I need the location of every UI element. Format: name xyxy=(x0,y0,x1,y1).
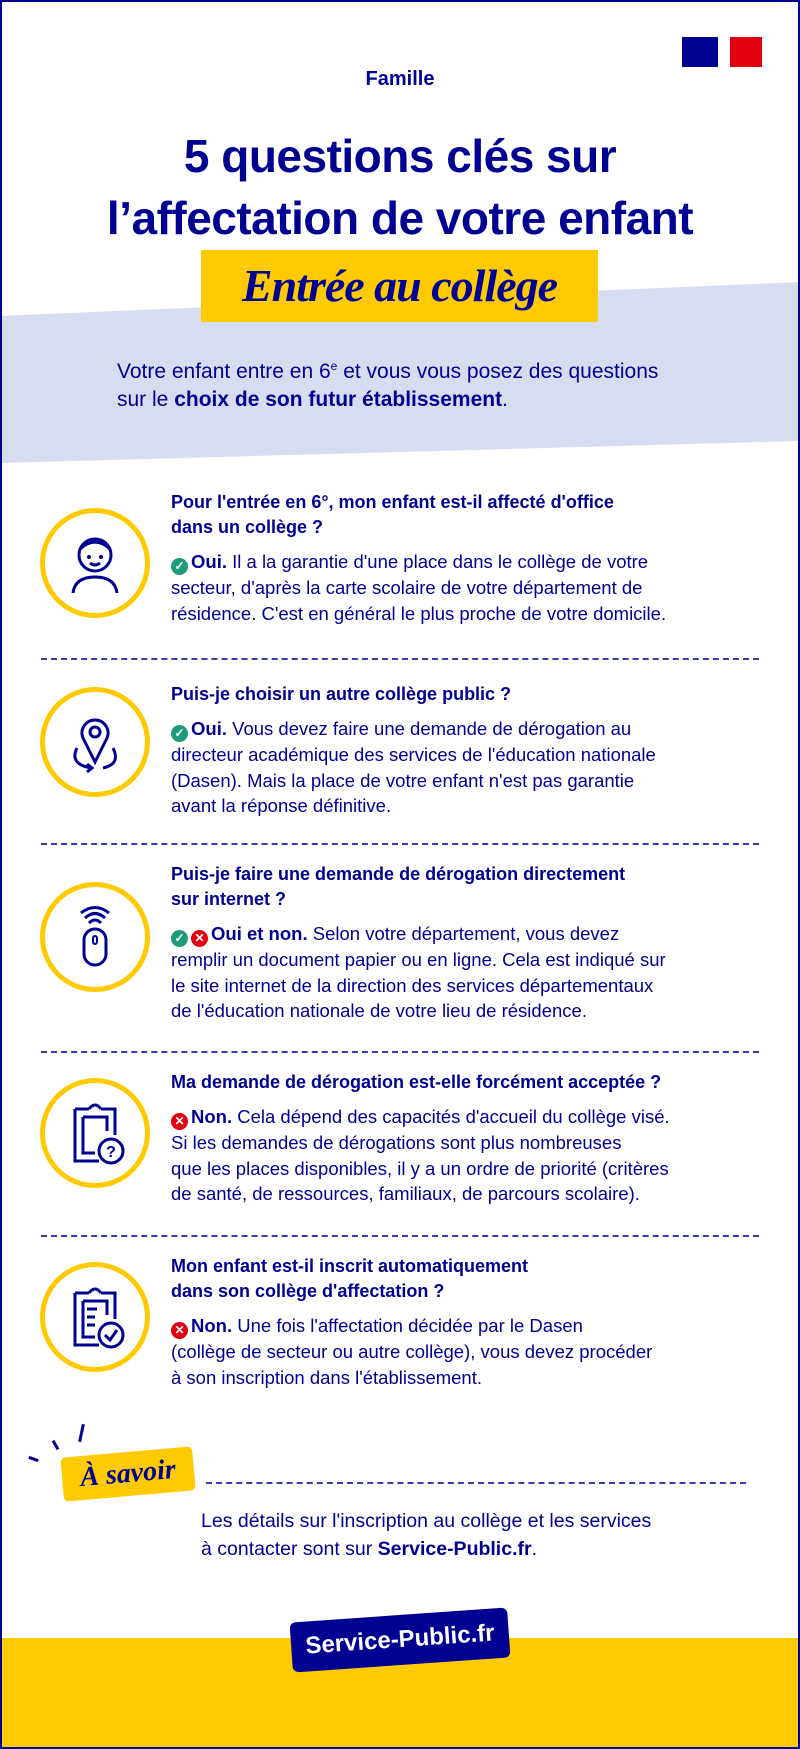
clipboard-question-icon: ? xyxy=(73,1103,125,1165)
check-icon: ✓ xyxy=(171,930,188,947)
icon-circle xyxy=(40,687,150,797)
icon-circle xyxy=(40,508,150,618)
answer-line: le site internet de la direction des ser… xyxy=(171,974,654,996)
question-title: Puis-je faire une demande de dérogation … xyxy=(171,862,625,912)
question-title-line: dans un collège ? xyxy=(171,517,324,537)
icon-circle: ? xyxy=(40,1078,150,1188)
answer-line: de santé, de ressources, familiaux, de p… xyxy=(171,1183,640,1204)
question-title-line: sur internet ? xyxy=(171,889,287,909)
question-title: Puis-je choisir un autre collège public … xyxy=(171,682,511,707)
answer-line: secteur, d'après la carte scolaire de vo… xyxy=(171,577,643,598)
question-title-line: Mon enfant est-il inscrit automatiquemen… xyxy=(171,1256,529,1276)
answer-line: remplir un document papier ou en ligne. … xyxy=(171,949,666,970)
subtitle-banner: Entrée au collège xyxy=(201,250,598,322)
answer-line: de l'éducation nationale de votre lieu d… xyxy=(171,1000,587,1021)
wireless-mouse-icon xyxy=(80,906,110,967)
sparkle-ray xyxy=(51,1439,60,1451)
answer-line: (Dasen). Mais la place de votre enfant n… xyxy=(171,769,635,791)
sparkle-ray xyxy=(28,1455,39,1463)
divider xyxy=(41,658,759,660)
answer-text: ✓ Oui. Il a la garantie d'une place dans … xyxy=(171,549,666,626)
answer-line: directeur académique des services de l'é… xyxy=(171,744,656,765)
republique-francaise-logo xyxy=(682,37,762,67)
answer-text: ✕ Non. Cela dépend des capacités d'accuei… xyxy=(171,1104,670,1207)
sparkle-ray xyxy=(78,1423,85,1443)
question-title-line: Ma demande de dérogation est-elle forcém… xyxy=(171,1072,662,1092)
answer-line: résidence. C'est en général le plus proc… xyxy=(171,602,667,624)
answer-line: à son inscription dans l'établissement. xyxy=(171,1366,483,1388)
question-title: Pour l'entrée en 6°, mon enfant est-il a… xyxy=(171,490,614,540)
check-icon: ✓ xyxy=(171,725,188,742)
answer-label: Oui. xyxy=(191,718,227,739)
answer-label: Non. xyxy=(191,1315,233,1336)
question-title: Ma demande de dérogation est-elle forcém… xyxy=(171,1070,661,1095)
question-title-line: Puis-je faire une demande de dérogation … xyxy=(171,864,626,884)
cross-icon: ✕ xyxy=(171,1322,188,1339)
answer-label: Oui et non. xyxy=(211,923,308,944)
divider xyxy=(41,1051,759,1053)
icon-circle xyxy=(40,1262,150,1372)
title-line: 5 questions clés sur xyxy=(183,130,617,182)
location-pin-icon xyxy=(73,718,117,774)
divider xyxy=(41,843,759,845)
background-band xyxy=(0,282,800,463)
a-savoir-text: Les détails sur l'inscription au collège… xyxy=(201,1510,652,1560)
divider xyxy=(41,1235,759,1237)
question-title-line: Pour l'entrée en 6°, mon enfant est-il a… xyxy=(171,492,614,512)
category-label: Famille xyxy=(365,68,435,90)
answer-label: Non. xyxy=(191,1106,233,1127)
answer-line: (collège de secteur ou autre collège), v… xyxy=(171,1341,653,1362)
child-avatar-icon xyxy=(71,537,119,594)
answer-line: Si les demandes de dérogations sont plus… xyxy=(171,1132,622,1153)
svg-text:?: ? xyxy=(106,1144,116,1161)
answer-label: Oui. xyxy=(191,551,227,572)
answer-line: avant la réponse définitive. xyxy=(171,795,392,816)
page-title: 5 questions clés sur l’affectation de vo… xyxy=(0,125,800,249)
icon-circle xyxy=(40,882,150,992)
service-public-link[interactable]: Service-Public.fr xyxy=(377,1538,532,1560)
answer-text: ✓ ✕ Oui et non. Selon votre département, v… xyxy=(171,921,666,1024)
divider xyxy=(206,1482,746,1484)
question-title-line: Puis-je choisir un autre collège public … xyxy=(171,684,512,704)
intro-text: Votre enfant entre en 6e et vous vous po… xyxy=(117,359,659,411)
answer-text: ✓ Oui. Vous devez faire une demande de dé… xyxy=(171,716,656,819)
question-title-line: dans son collège d'affectation ? xyxy=(171,1281,445,1301)
clipboard-check-icon xyxy=(73,1287,125,1349)
answer-line: que les places disponibles, il y a un or… xyxy=(171,1157,669,1179)
title-line: l’affectation de votre enfant xyxy=(106,192,694,244)
cross-icon: ✕ xyxy=(191,930,208,947)
cross-icon: ✕ xyxy=(171,1113,188,1130)
a-savoir-badge: À savoir xyxy=(60,1446,196,1502)
check-icon: ✓ xyxy=(171,558,188,575)
answer-text: ✕ Non. Une fois l'affectation décidée par… xyxy=(171,1313,652,1390)
question-title: Mon enfant est-il inscrit automatiquemen… xyxy=(171,1254,528,1304)
